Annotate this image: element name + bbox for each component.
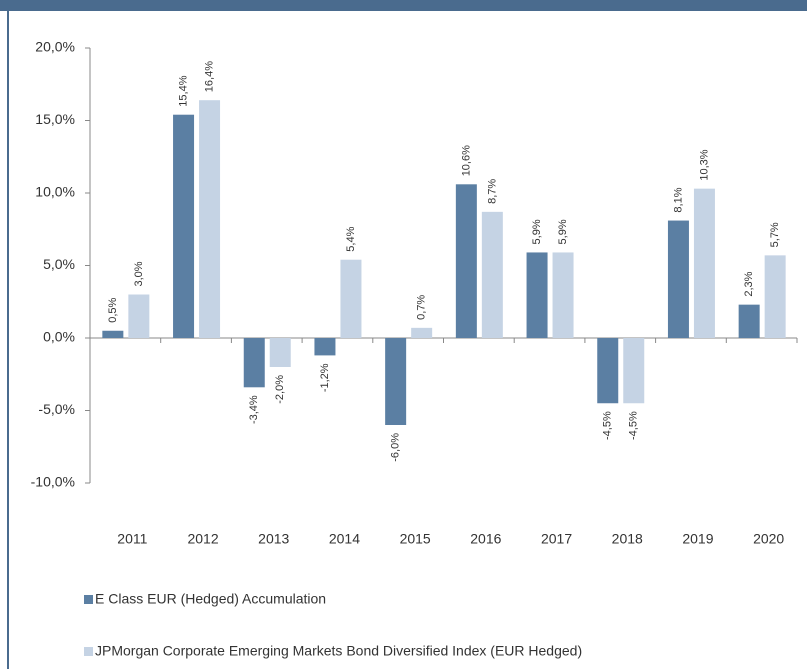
bar [738, 304, 760, 338]
value-label: 8,7% [486, 179, 498, 204]
value-label: 5,9% [557, 219, 569, 244]
bar [623, 338, 645, 404]
y-tick-label: -5,0% [38, 401, 75, 417]
bar [597, 338, 619, 404]
x-tick-label: 2018 [612, 531, 643, 547]
bar [385, 338, 407, 425]
top-border [0, 0, 807, 11]
value-label: -2,0% [274, 375, 286, 404]
x-tick-label: 2015 [400, 531, 431, 547]
bar [552, 252, 574, 338]
legend-swatch [84, 647, 93, 656]
bar [173, 114, 195, 338]
value-label: 16,4% [203, 61, 215, 92]
legend-swatch [84, 595, 93, 604]
value-label: -3,4% [248, 395, 260, 424]
value-label: 2,3% [743, 271, 755, 296]
value-label: 8,1% [672, 187, 684, 212]
y-tick-label: 5,0% [43, 256, 75, 272]
value-label: -6,0% [390, 433, 402, 462]
left-border [7, 11, 9, 669]
bar [764, 255, 786, 338]
x-tick-label: 2014 [329, 531, 360, 547]
x-tick-label: 2012 [187, 531, 218, 547]
value-label: 15,4% [177, 75, 189, 106]
y-tick-label: 10,0% [35, 184, 75, 200]
bar [526, 252, 548, 338]
y-tick-label: 0,0% [43, 329, 75, 345]
bar [481, 211, 503, 338]
value-label: 5,7% [769, 222, 781, 247]
value-label: -4,5% [602, 411, 614, 440]
bar [243, 338, 265, 388]
y-tick-label: 20,0% [35, 39, 75, 55]
bar [314, 338, 336, 356]
y-tick-label: 15,0% [35, 111, 75, 127]
value-label: 0,5% [107, 297, 119, 322]
bar [455, 184, 477, 338]
bar [199, 100, 221, 338]
x-tick-label: 2019 [682, 531, 713, 547]
x-tick-label: 2017 [541, 531, 572, 547]
legend-label: E Class EUR (Hedged) Accumulation [95, 591, 326, 607]
value-label: 3,0% [133, 261, 145, 286]
bar [667, 220, 689, 338]
x-tick-label: 2013 [258, 531, 289, 547]
value-label: 5,9% [531, 219, 543, 244]
value-label: -4,5% [628, 411, 640, 440]
value-label: -1,2% [319, 363, 331, 392]
bar [128, 294, 150, 338]
legend-label: JPMorgan Corporate Emerging Markets Bond… [95, 643, 582, 659]
value-label: 10,3% [698, 149, 710, 180]
x-tick-label: 2016 [470, 531, 501, 547]
value-label: 10,6% [460, 145, 472, 176]
value-label: 0,7% [416, 295, 428, 320]
bar [269, 338, 291, 367]
bar [693, 188, 715, 338]
bar [340, 259, 362, 338]
bar [102, 330, 124, 338]
x-tick-label: 2020 [753, 531, 784, 547]
value-label: 5,4% [345, 226, 357, 251]
bar [411, 327, 433, 338]
x-tick-label: 2011 [117, 531, 147, 547]
y-tick-label: -10,0% [31, 474, 75, 490]
